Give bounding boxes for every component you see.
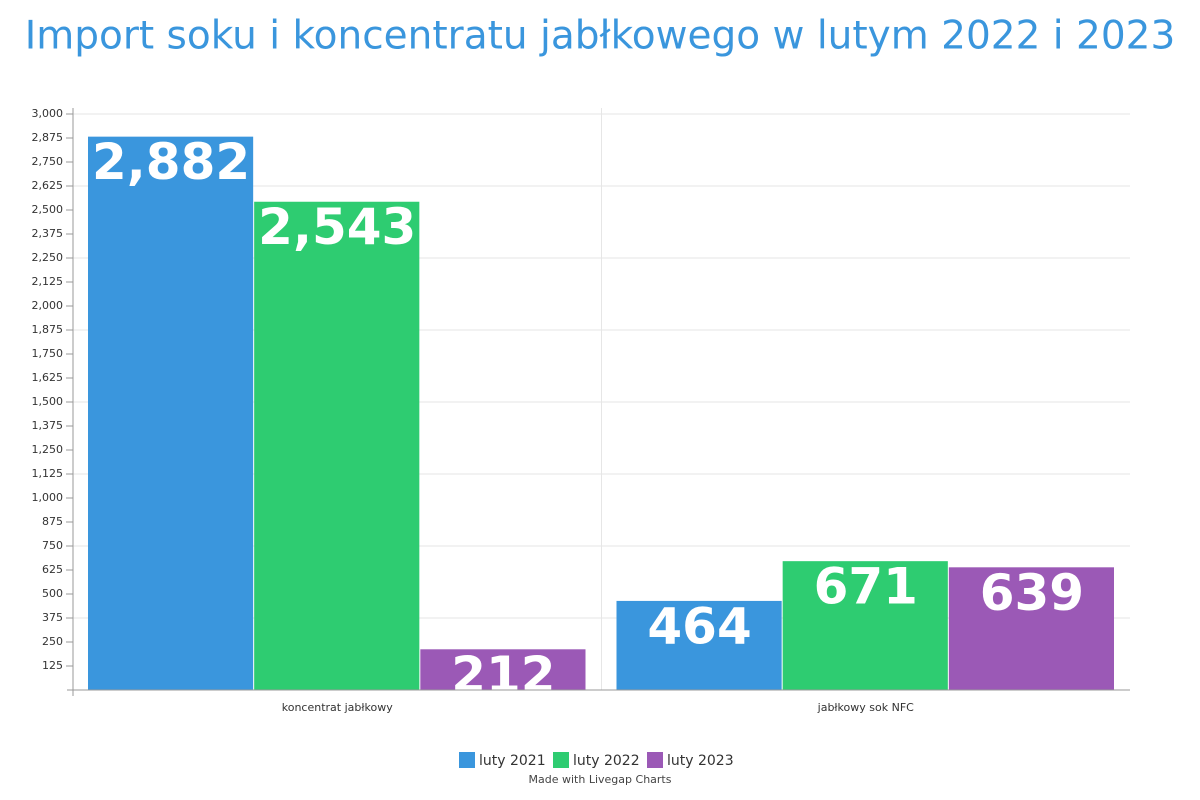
data-label: 671 [814,558,918,616]
data-label: 212 [451,646,555,704]
data-label: 2,882 [92,133,250,191]
y-tick-label: 875 [42,515,63,528]
y-tick-label: 500 [42,587,63,600]
legend-label: luty 2021 [479,753,546,769]
y-tick-label: 1,500 [32,395,64,408]
data-label: 639 [980,564,1084,622]
bar [88,136,254,690]
chart-title: Import soku i koncentratu jabłkowego w l… [25,14,1176,59]
y-tick-label: 625 [42,563,63,576]
legend-swatch [553,752,569,768]
legend-label: luty 2023 [667,753,734,769]
bar [254,201,420,690]
y-tick-label: 125 [42,659,63,672]
bar [420,649,586,690]
x-tick-label: koncentrat jabłkowy [282,701,393,714]
y-tick-label: 3,000 [32,107,64,120]
y-tick-label: 2,500 [32,203,64,216]
y-tick-label: 1,375 [32,419,64,432]
y-tick-label: 1,875 [32,323,64,336]
bar [948,567,1114,690]
y-tick-label: 1,625 [32,371,64,384]
y-tick-label: 1,000 [32,491,64,504]
y-tick-label: 2,625 [32,179,64,192]
data-label: 464 [647,597,751,655]
y-tick-label: 1,750 [32,347,64,360]
y-tick-label: 1,250 [32,443,64,456]
y-tick-label: 2,125 [32,275,64,288]
y-tick-label: 250 [42,635,63,648]
y-tick-label: 2,000 [32,299,64,312]
bar [782,561,948,690]
data-label: 2,543 [258,198,416,256]
y-tick-label: 2,750 [32,155,64,168]
y-tick-label: 2,250 [32,251,64,264]
y-tick-label: 375 [42,611,63,624]
bar [616,600,782,690]
y-tick-label: 2,875 [32,131,64,144]
x-tick-label: jabłkowy sok NFC [817,701,914,714]
y-tick-label: 750 [42,539,63,552]
legend-swatch [647,752,663,768]
legend-swatch [459,752,475,768]
y-tick-label: 2,375 [32,227,64,240]
legend-label: luty 2022 [573,753,640,769]
y-tick-label: 1,125 [32,467,64,480]
credit: Made with Livegap Charts [529,773,672,786]
